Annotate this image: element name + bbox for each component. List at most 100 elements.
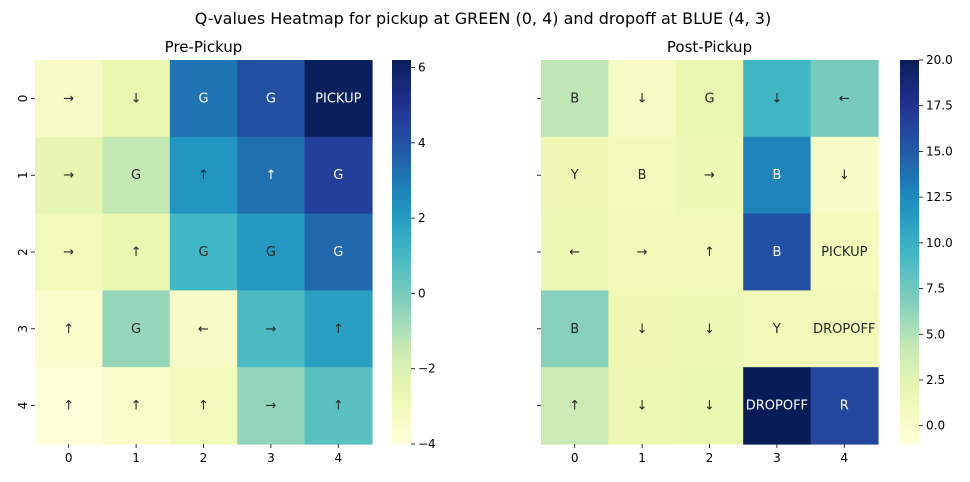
cell-annotation: B (772, 168, 781, 183)
panel-title: Pre-Pickup (165, 38, 243, 56)
heatmap-cell (810, 290, 879, 368)
x-tick-label: 3 (773, 451, 781, 465)
heatmap-cell (237, 136, 306, 215)
cell-annotation: ↓ (704, 322, 715, 337)
colorbar-tick-label: 12.5 (926, 190, 953, 204)
cell-annotation: G (333, 245, 343, 260)
heatmap-cell (35, 60, 103, 138)
heatmap-cell (608, 290, 677, 368)
cell-annotation: G (131, 168, 141, 183)
colorbar-tick-label: 10.0 (926, 236, 953, 250)
heatmap-cell (743, 290, 812, 368)
cell-annotation: ↓ (637, 91, 648, 106)
heatmap-cell (237, 213, 306, 291)
cell-annotation: → (265, 399, 276, 414)
cell-annotation: G (198, 91, 208, 106)
cell-annotation: ← (569, 245, 580, 260)
heatmap-cell (541, 367, 609, 445)
cell-annotation: ↓ (637, 322, 648, 337)
heatmap-cell (743, 213, 812, 291)
cell-annotation: → (704, 168, 715, 183)
heatmap-cell (237, 290, 306, 368)
heatmap-cell (35, 367, 103, 445)
cell-annotation: ↑ (63, 322, 74, 337)
heatmap-cell (608, 60, 677, 138)
heatmap-cell (169, 367, 238, 445)
heatmap-cell (102, 60, 171, 138)
colorbar (392, 60, 411, 444)
heatmap-cell (743, 60, 812, 138)
x-tick-label: 4 (334, 451, 342, 465)
heatmap-cell (304, 213, 373, 291)
colorbar-tick-label: −4 (418, 437, 436, 451)
heatmap-cell (169, 60, 238, 138)
heatmap-cell (304, 367, 373, 445)
cell-annotation: ↓ (131, 91, 142, 106)
cell-annotation: G (266, 245, 276, 260)
cell-annotation: G (704, 91, 714, 106)
cell-annotation: → (63, 168, 74, 183)
colorbar-tick-label: 2 (418, 211, 426, 225)
heatmap-cell (169, 213, 238, 291)
cell-annotation: B (638, 168, 647, 183)
heatmap-cell (810, 60, 879, 138)
heatmap-cell (35, 136, 103, 215)
cell-annotation: DROPOFF (746, 399, 808, 414)
heatmap-cell (541, 60, 609, 138)
cell-annotation: ↑ (333, 399, 344, 414)
cell-annotation: B (570, 322, 579, 337)
heatmap-cell (304, 290, 373, 368)
colorbar-tick-label: 7.5 (926, 282, 945, 296)
cell-annotation: DROPOFF (813, 322, 875, 337)
cell-annotation: ↑ (333, 322, 344, 337)
cell-annotation: ← (839, 91, 850, 106)
cell-annotation: Y (772, 322, 781, 337)
heatmap-cell (608, 367, 677, 445)
x-tick-label: 2 (706, 451, 714, 465)
cell-annotation: Y (570, 168, 579, 183)
heatmap-cell (102, 367, 171, 445)
heatmap-cell (237, 367, 306, 445)
cell-annotation: ↓ (637, 399, 648, 414)
cell-annotation: ↑ (63, 399, 74, 414)
x-tick-label: 4 (840, 451, 848, 465)
y-tick-label: 3 (16, 325, 30, 333)
colorbar (900, 60, 919, 444)
x-tick-label: 3 (267, 451, 275, 465)
cell-annotation: → (637, 245, 648, 260)
x-tick-label: 2 (200, 451, 208, 465)
colorbar-tick-label: −2 (418, 362, 436, 376)
heatmap-cell (35, 290, 103, 368)
heatmap-panel-1: Post-Pickup B ↓ G ↓ ← Y B → B ↓ ← → ↑ B PICKUP B ↓ ↓ Y DROPO… (537, 38, 953, 465)
colorbar-tick-label: 5.0 (926, 327, 945, 341)
heatmap-panel-0: Pre-Pickup → ↓ G G PICKUP → G ↑ ↑ G → ↑ G G G ↑ G ← → ↑ ↑ ↑ ↑ → ↑… (16, 38, 436, 465)
cell-annotation: PICKUP (315, 91, 361, 106)
x-tick-label: 1 (132, 451, 140, 465)
heatmap-cell (743, 136, 812, 215)
cell-annotation: G (131, 322, 141, 337)
y-tick-label: 2 (16, 248, 30, 256)
heatmap-cell (541, 213, 609, 291)
heatmap-cell (608, 136, 677, 215)
heatmap-cell (541, 290, 609, 368)
cell-annotation: ↓ (771, 91, 782, 106)
x-tick-label: 0 (65, 451, 73, 465)
cell-annotation: → (265, 322, 276, 337)
cell-annotation: G (333, 168, 343, 183)
x-tick-label: 1 (638, 451, 646, 465)
cell-annotation: ↑ (265, 168, 276, 183)
heatmap-cell (810, 213, 879, 291)
heatmap-cell (675, 136, 744, 215)
heatmap-cell (675, 290, 744, 368)
heatmap-cell (169, 136, 238, 215)
heatmap-cell (675, 367, 744, 445)
cell-annotation: ↑ (569, 399, 580, 414)
cell-annotation: ↑ (131, 245, 142, 260)
cell-annotation: ↑ (131, 399, 142, 414)
heatmap-cell (608, 213, 677, 291)
heatmap-cell (675, 60, 744, 138)
heatmap-cell (35, 213, 103, 291)
cell-annotation: B (570, 91, 579, 106)
